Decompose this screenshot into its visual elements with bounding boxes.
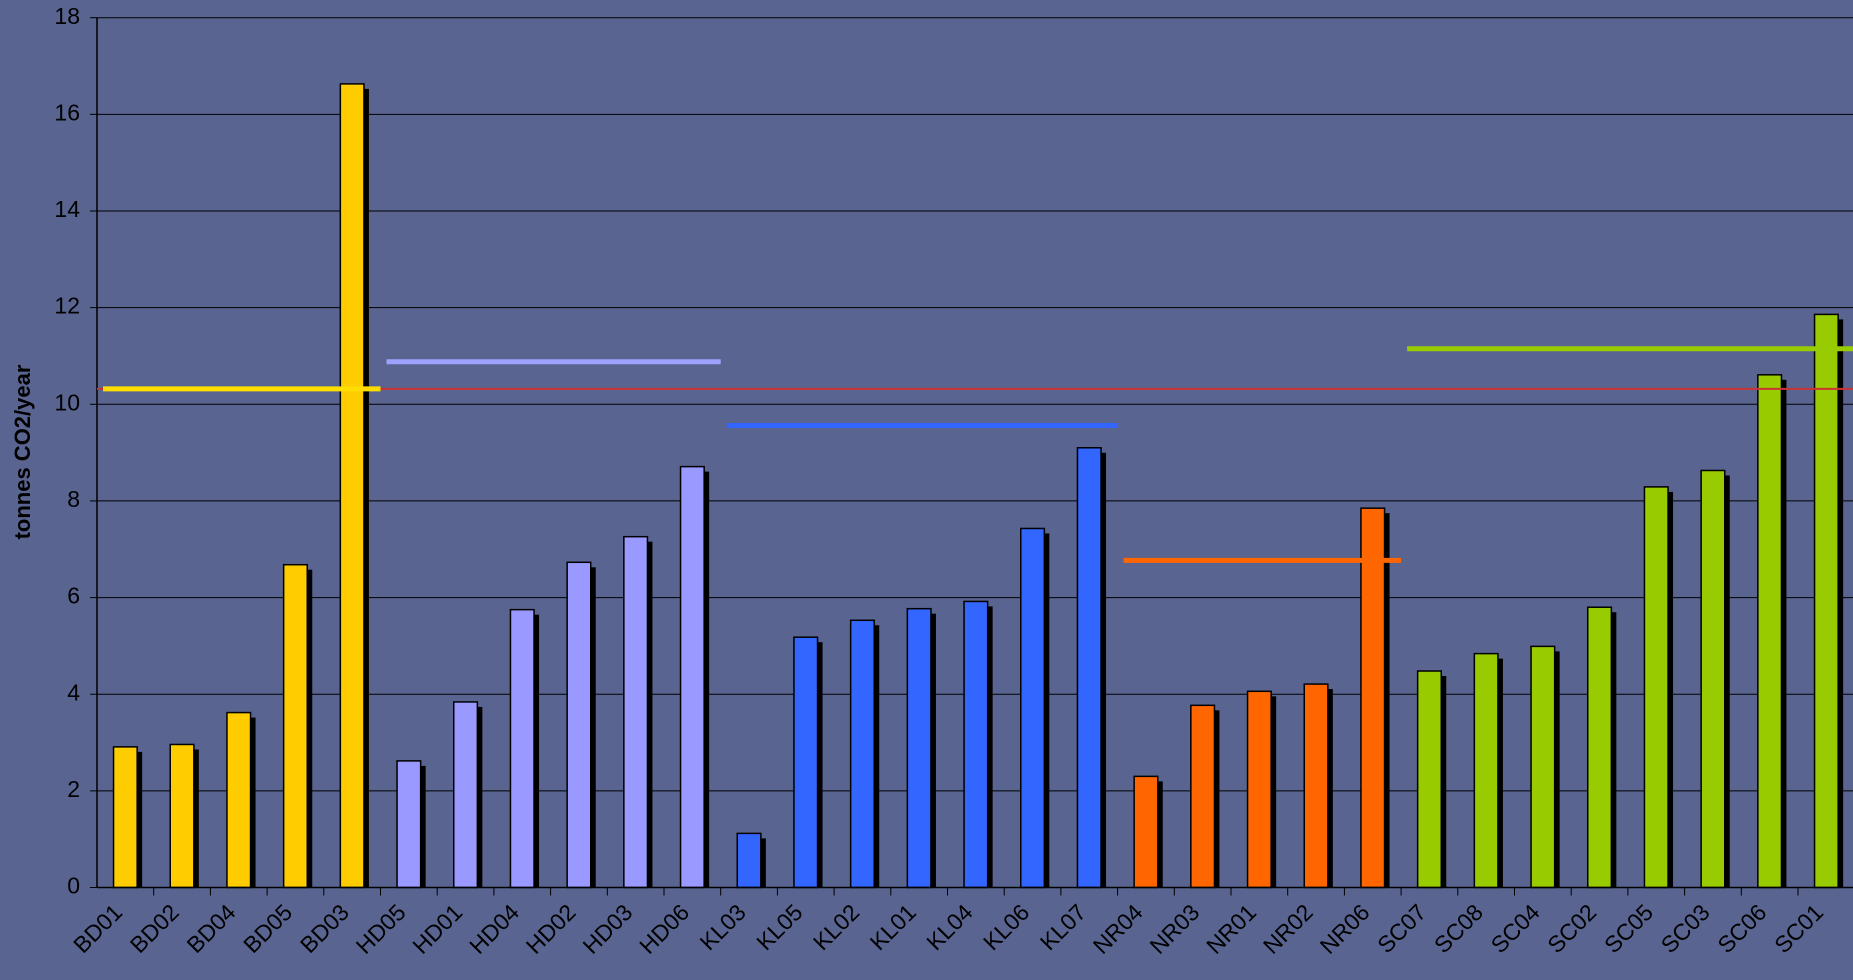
x-tick-label: KL01 bbox=[865, 899, 921, 955]
x-tick-label: NR03 bbox=[1145, 899, 1205, 959]
bar bbox=[509, 608, 535, 889]
x-tick-label: HD05 bbox=[351, 899, 411, 959]
y-tick-label: 10 bbox=[54, 389, 80, 415]
bar bbox=[1473, 652, 1499, 889]
y-tick-label: 2 bbox=[67, 776, 80, 802]
bar bbox=[1190, 704, 1216, 889]
y-tick-label: 12 bbox=[54, 293, 80, 319]
x-tick-label: NR02 bbox=[1258, 899, 1318, 959]
x-tick-label: SC01 bbox=[1769, 899, 1828, 958]
bar bbox=[1643, 486, 1669, 889]
x-tick-label: KL05 bbox=[751, 899, 807, 955]
x-tick-label: HD04 bbox=[464, 899, 524, 959]
bar bbox=[623, 535, 649, 889]
y-axis-label: tonnes CO2/year bbox=[10, 364, 35, 539]
bar bbox=[1133, 775, 1159, 889]
x-tick-label: HD06 bbox=[634, 899, 694, 959]
bar bbox=[1757, 374, 1783, 889]
bar bbox=[1416, 670, 1443, 889]
x-tick-label: BD04 bbox=[182, 899, 241, 958]
bar bbox=[226, 711, 252, 889]
x-tick-label: KL03 bbox=[695, 899, 751, 955]
x-tick-label: SC06 bbox=[1712, 899, 1771, 958]
bar bbox=[1076, 447, 1102, 889]
bar bbox=[566, 561, 592, 889]
x-tick-label: KL02 bbox=[808, 899, 864, 955]
x-tick-label: SC05 bbox=[1599, 899, 1658, 958]
bar bbox=[906, 607, 932, 889]
x-tick-label: HD01 bbox=[407, 899, 467, 959]
bar bbox=[1813, 313, 1839, 889]
x-tick-label: KL06 bbox=[978, 899, 1034, 955]
bar bbox=[1020, 527, 1046, 889]
bar bbox=[736, 832, 762, 889]
x-tick-label: SC02 bbox=[1542, 899, 1601, 958]
bar bbox=[453, 701, 479, 889]
x-tick-label: SC08 bbox=[1429, 899, 1488, 958]
x-tick-label: KL04 bbox=[921, 899, 978, 956]
bar bbox=[396, 760, 422, 889]
bar bbox=[1303, 683, 1329, 889]
x-tick-label: BD01 bbox=[68, 899, 127, 958]
bar bbox=[793, 636, 819, 889]
x-tick-label: SC04 bbox=[1486, 899, 1545, 958]
y-tick-label: 8 bbox=[67, 486, 80, 512]
bar bbox=[339, 83, 365, 889]
bar bbox=[679, 465, 705, 889]
bar bbox=[169, 743, 195, 889]
y-tick-label: 6 bbox=[67, 583, 80, 609]
x-tick-label: KL07 bbox=[1035, 899, 1091, 955]
x-tick-label: BD02 bbox=[125, 899, 184, 958]
bar bbox=[1700, 469, 1726, 889]
x-tick-label: SC07 bbox=[1372, 899, 1431, 958]
bar bbox=[1246, 690, 1272, 889]
bar bbox=[282, 563, 308, 889]
bar bbox=[1587, 606, 1613, 889]
x-tick-label: HD02 bbox=[521, 899, 581, 959]
x-tick-label: NR04 bbox=[1088, 899, 1148, 959]
x-tick-label: BD05 bbox=[238, 899, 297, 958]
x-tick-label: NR06 bbox=[1315, 899, 1375, 959]
bar bbox=[112, 746, 138, 889]
x-tick-label: NR01 bbox=[1201, 899, 1261, 959]
bar bbox=[1360, 507, 1386, 889]
x-tick-label: BD03 bbox=[295, 899, 354, 958]
y-tick-label: 14 bbox=[54, 196, 80, 222]
bar bbox=[1530, 645, 1556, 889]
y-tick-label: 4 bbox=[67, 679, 80, 705]
y-tick-label: 0 bbox=[67, 873, 80, 899]
y-tick-label: 16 bbox=[54, 99, 80, 125]
x-tick-label: HD03 bbox=[578, 899, 638, 959]
y-tick-label: 18 bbox=[54, 3, 80, 29]
x-tick-label: SC03 bbox=[1656, 899, 1715, 958]
bar bbox=[849, 619, 876, 889]
bar bbox=[963, 600, 989, 889]
